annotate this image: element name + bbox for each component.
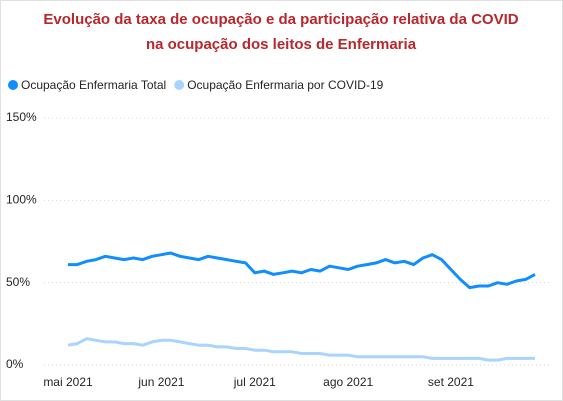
y-tick-label: 150% — [6, 110, 37, 124]
x-tick-label: ago 2021 — [323, 375, 373, 389]
series-line — [67, 337, 535, 362]
legend-label: Ocupação Enfermaria Total — [21, 78, 166, 92]
legend-marker — [8, 80, 18, 90]
chart-title: na ocupação dos leitos de Enfermaria — [146, 36, 417, 53]
legend-label: Ocupação Enfermaria por COVID-19 — [187, 78, 383, 92]
x-tick-label: set 2021 — [428, 375, 474, 389]
y-tick-label: 50% — [6, 275, 30, 289]
legend-marker — [174, 80, 185, 90]
y-tick-label: 100% — [6, 193, 37, 207]
x-tick-label: mai 2021 — [43, 375, 93, 389]
x-tick-label: jul 2021 — [233, 375, 276, 389]
series-line — [68, 251, 536, 290]
chart-title: Evolução da taxa de ocupação e da partic… — [43, 11, 518, 28]
x-tick-label: jun 2021 — [137, 375, 184, 389]
y-tick-label: 0% — [6, 357, 24, 371]
